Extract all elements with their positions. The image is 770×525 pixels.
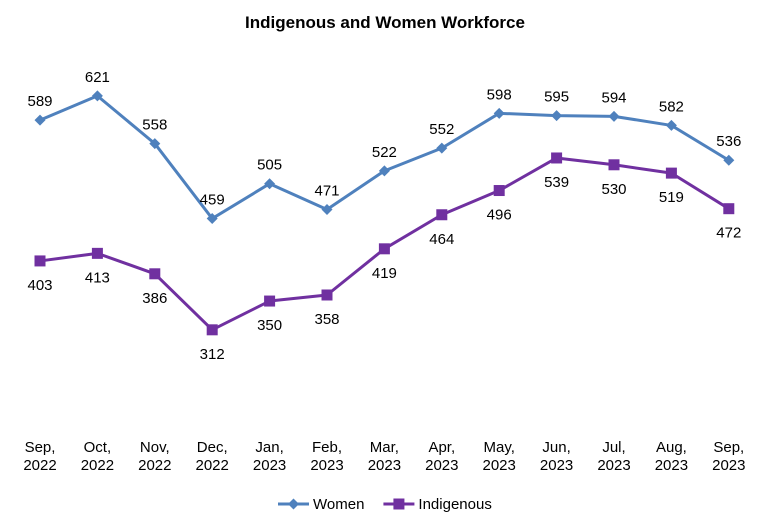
legend: Women Indigenous [278,496,492,513]
data-label-women: 595 [544,89,569,106]
data-label-indigenous: 530 [601,181,626,198]
data-label-indigenous: 413 [85,269,110,286]
data-label-indigenous: 312 [200,346,225,363]
data-label-indigenous: 350 [257,317,282,334]
legend-marker-women [288,498,299,510]
data-point-indigenous [551,152,563,164]
x-tick-label: May, 2023 [483,439,516,474]
data-label-women: 552 [429,121,454,138]
data-label-women: 621 [85,69,110,86]
data-label-women: 594 [601,89,626,106]
x-tick-label: Apr, 2023 [425,439,458,474]
data-point-women [493,107,505,119]
chart-title: Indigenous and Women Workforce [245,13,525,32]
x-tick-label: Nov, 2022 [138,439,171,474]
data-label-women: 598 [487,86,512,103]
data-label-women: 582 [659,98,684,115]
data-point-women [723,154,735,166]
data-label-indigenous: 403 [27,277,52,294]
data-point-indigenous [149,268,161,280]
data-point-indigenous [378,243,390,255]
data-label-women: 522 [372,144,397,161]
x-axis: Sep, 2022 Oct, 2022 Nov, 2022 Dec, 2022 Jan, 2023… [23,439,745,474]
data-point-women [264,178,276,190]
data-point-indigenous [321,289,333,301]
data-label-women: 459 [200,192,225,209]
data-label-women: 471 [314,182,339,199]
data-point-women [551,110,563,122]
x-tick-label: Sep, 2023 [712,439,745,474]
data-point-women [91,90,103,102]
data-point-indigenous [608,159,620,171]
data-label-indigenous: 496 [487,207,512,224]
data-point-indigenous [723,203,735,215]
legend-item-women: Women [278,496,364,513]
data-point-women [608,110,620,122]
legend-item-indigenous: Indigenous [383,496,492,513]
data-point-indigenous [264,295,276,307]
legend-marker-indigenous [393,498,405,510]
x-tick-label: Oct, 2022 [81,439,114,474]
x-tick-label: Mar, 2023 [368,439,401,474]
data-point-women [436,142,448,154]
data-point-women [378,165,390,177]
data-point-indigenous [206,324,218,336]
data-label-indigenous: 519 [659,189,684,206]
x-tick-label: Dec, 2022 [196,439,229,474]
x-tick-label: Aug, 2023 [655,439,688,474]
data-point-indigenous [91,247,103,259]
data-label-indigenous: 472 [716,225,741,242]
x-tick-label: Sep, 2022 [23,439,56,474]
data-label-indigenous: 386 [142,290,167,307]
data-point-women [206,213,218,225]
data-label-women: 589 [27,93,52,110]
data-point-women [321,203,333,215]
data-point-indigenous [34,255,46,267]
data-point-indigenous [665,167,677,179]
data-label-indigenous: 419 [372,265,397,282]
x-tick-label: Feb, 2023 [310,439,343,474]
data-label-indigenous: 539 [544,174,569,191]
data-point-indigenous [493,185,505,197]
legend-label-indigenous: Indigenous [418,496,491,513]
legend-label-women: Women [313,496,364,513]
x-tick-label: Jan, 2023 [253,439,286,474]
data-point-women [149,138,161,150]
data-label-indigenous: 358 [314,311,339,328]
data-point-women [665,119,677,131]
data-label-women: 536 [716,133,741,150]
data-label-women: 558 [142,117,167,134]
x-tick-label: Jun, 2023 [540,439,573,474]
series-layer: 589 621 558 459 505 471 522 552 598 595 594 582 536 4… [27,69,741,363]
series-women: 589 621 558 459 505 471 522 552 598 595 594 582 536 [27,69,741,225]
data-point-indigenous [436,209,448,221]
data-point-women [34,114,46,126]
data-label-women: 505 [257,157,282,174]
x-tick-label: Jul, 2023 [597,439,630,474]
series-indigenous: 403 413 386 312 350 358 419 464 496 539 530 519 472 [27,152,741,363]
data-label-indigenous: 464 [429,231,454,248]
